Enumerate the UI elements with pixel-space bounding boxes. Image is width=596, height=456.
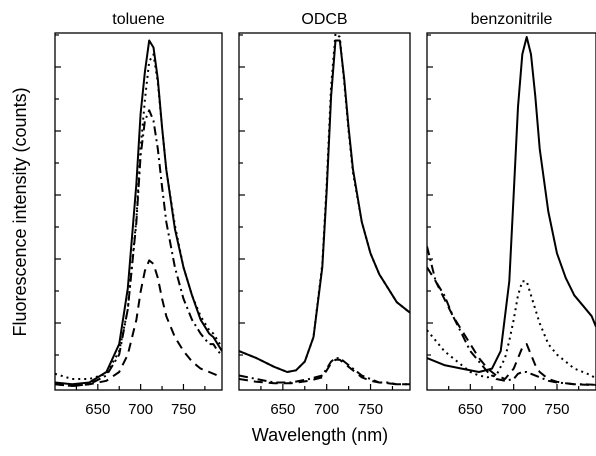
x-tick-label: 650 — [85, 401, 110, 418]
x-tick-label: 650 — [270, 401, 295, 418]
series-dashdot-line — [55, 109, 222, 387]
series-solid-line — [427, 36, 596, 373]
panel-title: benzonitrile — [471, 11, 553, 28]
series-dotted-line — [55, 53, 222, 380]
series-dashed-line — [55, 259, 222, 387]
plot-frame — [238, 32, 411, 391]
x-tick-label: 750 — [171, 401, 196, 418]
panel-1: toluene 650 700 750 — [54, 11, 223, 418]
series-dashed-line — [427, 266, 596, 386]
series-dashdot-line — [427, 246, 596, 386]
series-dotted-line — [427, 280, 596, 380]
panel-2: ODCB 650 700 750 — [238, 11, 411, 418]
plot-frame — [54, 32, 223, 391]
panel-3: benzonitrile 650 700 750 — [426, 11, 596, 418]
series-solid-line — [55, 39, 222, 386]
panel-title: toluene — [112, 11, 165, 28]
x-tick-label: 750 — [544, 401, 569, 418]
series-dashdot-line — [239, 357, 410, 386]
x-tick-label: 700 — [501, 401, 526, 418]
x-axis-label: Wavelength (nm) — [252, 425, 388, 445]
plot-frame — [426, 32, 596, 391]
series-dashed-line — [239, 358, 410, 386]
x-tick-label: 700 — [128, 401, 153, 418]
x-tick-label: 750 — [358, 401, 383, 418]
series-solid-line — [239, 39, 410, 373]
x-tick-label: 700 — [314, 401, 339, 418]
x-tick-label: 650 — [458, 401, 483, 418]
series-dotted-line — [239, 33, 410, 373]
panel-title: ODCB — [301, 11, 347, 28]
y-axis-label: Fluorescence intensity (counts) — [10, 87, 30, 336]
